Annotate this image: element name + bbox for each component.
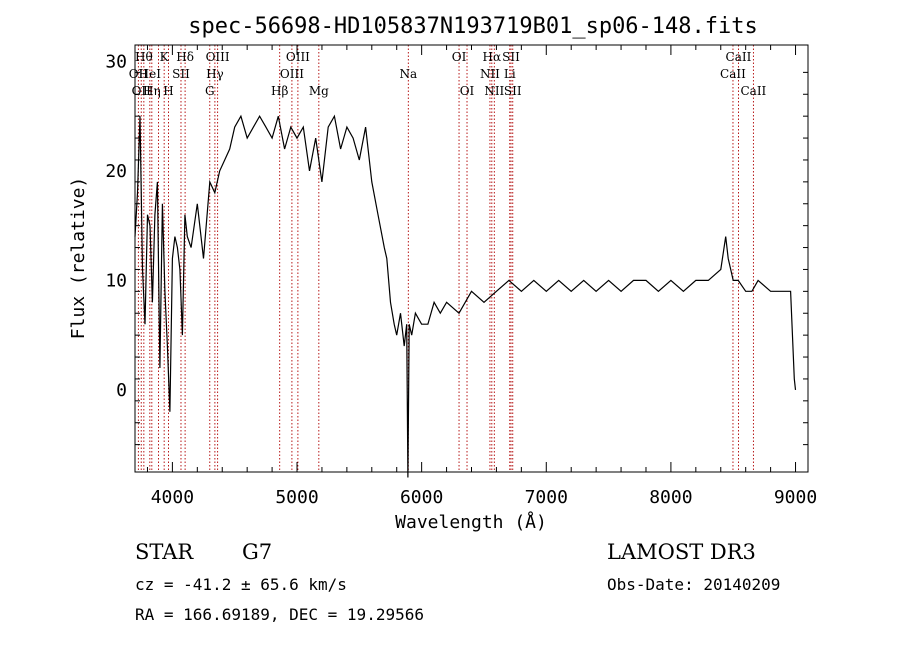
observation-date: Obs-Date: 20140209 bbox=[607, 575, 780, 594]
y-tick-label: 30 bbox=[105, 51, 127, 72]
line-label-9: Hδ bbox=[176, 50, 194, 64]
line-label-13: Hβ bbox=[271, 84, 288, 98]
y-tick-label: 20 bbox=[105, 161, 127, 182]
line-label-22: NII bbox=[484, 84, 504, 98]
x-tick-label: 6000 bbox=[400, 487, 443, 508]
line-label-27: CaII bbox=[726, 50, 752, 64]
survey-name: LAMOST DR3 bbox=[607, 540, 756, 564]
spectral-line-markers bbox=[137, 45, 754, 472]
line-label-14: OIII bbox=[280, 67, 304, 81]
line-label-7: H bbox=[163, 84, 173, 98]
line-label-16: Mg bbox=[309, 84, 329, 98]
line-label-20: NII bbox=[480, 67, 500, 81]
x-axis-ticks: 4000 5000 6000 7000 8000 9000 bbox=[146, 45, 817, 508]
line-label-6: K bbox=[160, 50, 170, 64]
line-label-11: Hγ bbox=[206, 67, 224, 81]
x-tick-label: 9000 bbox=[774, 487, 817, 508]
line-label-26: CaII bbox=[720, 67, 746, 81]
line-label-24: SII bbox=[502, 50, 520, 64]
x-tick-label: 8000 bbox=[649, 487, 692, 508]
line-label-4: Hη bbox=[143, 84, 161, 98]
y-tick-label: 10 bbox=[105, 270, 127, 291]
line-label-21: Hα bbox=[483, 50, 502, 64]
line-label-18: OI bbox=[452, 50, 467, 64]
coordinates-info: RA = 166.69189, DEC = 19.29566 bbox=[135, 605, 424, 624]
line-label-23: Li bbox=[504, 67, 516, 81]
line-label-19: OI bbox=[460, 84, 475, 98]
line-label-25: SII bbox=[504, 84, 522, 98]
redshift-info: cz = -41.2 ± 65.6 km/s bbox=[135, 575, 347, 594]
object-class: STAR bbox=[135, 540, 194, 564]
line-label-0: OII bbox=[129, 67, 149, 81]
x-tick-label: 5000 bbox=[275, 487, 318, 508]
line-label-10: G bbox=[205, 84, 215, 98]
line-label-12: OIII bbox=[206, 50, 230, 64]
object-subclass: G7 bbox=[242, 540, 272, 564]
spectrum-line bbox=[134, 114, 797, 478]
plot-frame bbox=[134, 44, 809, 473]
x-axis-label: Wavelength (Å) bbox=[395, 511, 547, 533]
spectral-line-labels: OIIOIIHθHeIHηKHSIIHδGHγOIIIHβOIIIOIIIMgN… bbox=[129, 50, 767, 98]
y-axis-ticks: 0 10 20 30 bbox=[105, 51, 808, 446]
line-label-2: Hθ bbox=[135, 50, 153, 64]
line-label-15: OIII bbox=[286, 50, 310, 64]
x-tick-label: 4000 bbox=[151, 487, 194, 508]
line-label-28: CaII bbox=[740, 84, 766, 98]
line-label-8: SII bbox=[172, 67, 190, 81]
x-tick-label: 7000 bbox=[525, 487, 568, 508]
line-label-17: Na bbox=[399, 67, 417, 81]
y-axis-label: Flux (relative) bbox=[68, 177, 89, 340]
chart-title: spec-56698-HD105837N193719B01_sp06-148.f… bbox=[188, 14, 758, 39]
y-tick-label: 0 bbox=[116, 380, 127, 401]
line-label-3: HeI bbox=[139, 67, 162, 81]
